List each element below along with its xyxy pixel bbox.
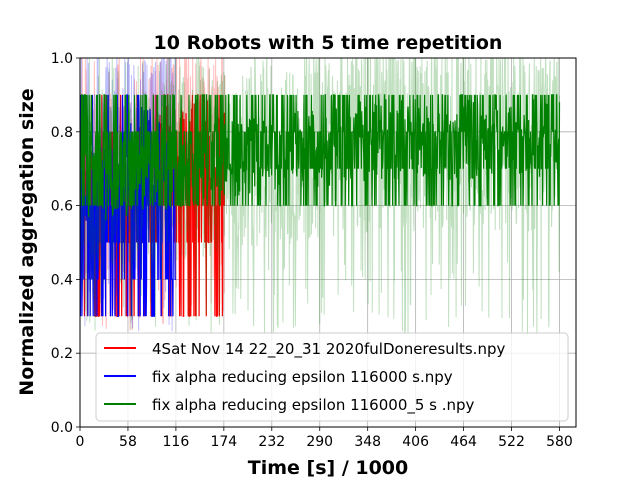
y-tick-label: 0.2 [51, 346, 73, 362]
y-axis-label: Normalized aggregation size [16, 88, 38, 395]
x-tick-label: 116 [163, 434, 190, 450]
x-axis-label: Time [s] / 1000 [248, 457, 409, 479]
x-tick-label: 232 [258, 434, 285, 450]
x-tick-label: 290 [306, 434, 333, 450]
x-tick-label: 174 [210, 434, 237, 450]
x-tick-label: 580 [546, 434, 573, 450]
legend-box [95, 332, 569, 422]
y-tick-label: 1.0 [51, 51, 73, 67]
x-tick-label: 58 [119, 434, 137, 450]
ticks: 0 58 116 174 232 290 348 406 464 522 580 0.0 0.2 0.4 0… [51, 51, 573, 450]
chart-title: 10 Robots with 5 time repetition [154, 32, 503, 54]
plot-frame [79, 57, 577, 428]
legend-label-0: 4Sat Nov 14 22_20_31 2020fulDoneresults.… [152, 340, 505, 359]
legend-label-2: fix alpha reducing epsilon 116000_5 s .n… [152, 396, 475, 415]
y-tick-label: 0.0 [51, 420, 73, 436]
x-tick-label: 522 [498, 434, 525, 450]
y-tick-label: 0.6 [51, 199, 73, 215]
legend-label-1: fix alpha reducing epsilon 116000 s.npy [152, 368, 453, 386]
y-tick-label: 0.8 [51, 125, 73, 141]
x-tick-label: 0 [76, 434, 85, 450]
y-tick-label: 0.4 [51, 272, 73, 288]
series-area [80, 58, 561, 335]
x-tick-label: 406 [402, 434, 429, 450]
x-tick-label: 464 [450, 434, 477, 450]
x-tick-label: 348 [354, 434, 381, 450]
legend: 4Sat Nov 14 22_20_31 2020fulDoneresults.… [95, 332, 569, 422]
series-2-line [80, 94, 561, 221]
